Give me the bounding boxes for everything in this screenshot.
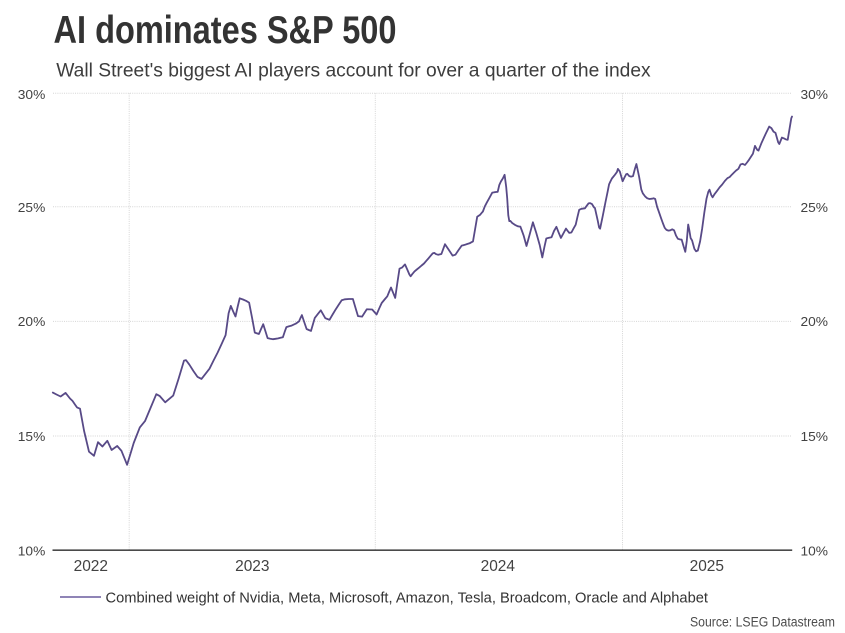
svg-text:15%: 15% <box>801 429 829 444</box>
svg-text:Combined weight of Nvidia, Met: Combined weight of Nvidia, Meta, Microso… <box>106 590 709 607</box>
svg-text:25%: 25% <box>801 200 829 215</box>
svg-text:AI dominates S&P 500: AI dominates S&P 500 <box>54 9 397 52</box>
svg-text:Source: LSEG Datastream: Source: LSEG Datastream <box>690 614 835 629</box>
svg-text:2024: 2024 <box>481 558 515 575</box>
svg-text:Wall Street's biggest AI playe: Wall Street's biggest AI players account… <box>56 60 651 82</box>
svg-text:25%: 25% <box>18 200 46 215</box>
svg-text:2022: 2022 <box>74 558 108 575</box>
svg-text:10%: 10% <box>801 544 829 559</box>
svg-text:15%: 15% <box>18 429 46 444</box>
svg-text:20%: 20% <box>18 314 46 329</box>
svg-text:2023: 2023 <box>235 558 269 575</box>
svg-text:20%: 20% <box>801 314 829 329</box>
svg-text:30%: 30% <box>18 87 46 102</box>
svg-text:30%: 30% <box>801 87 829 102</box>
svg-text:2025: 2025 <box>690 558 724 575</box>
svg-text:10%: 10% <box>18 544 46 559</box>
